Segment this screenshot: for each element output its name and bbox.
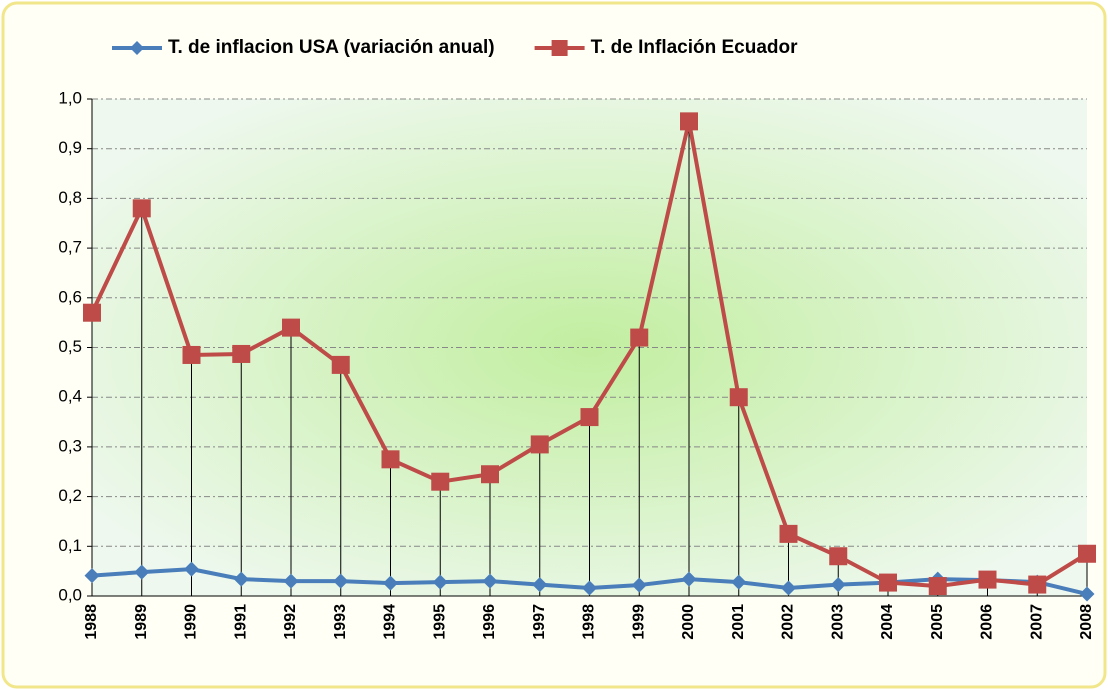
x-tick-label: 2008 xyxy=(1078,604,1095,640)
marker xyxy=(331,355,350,374)
y-tick-label: 0,6 xyxy=(58,287,82,306)
marker xyxy=(432,574,448,590)
legend-label: T. de inflacion USA (variación anual) xyxy=(168,37,495,58)
x-tick-label: 1997 xyxy=(531,604,548,640)
marker xyxy=(383,575,398,591)
marker xyxy=(283,573,299,589)
y-tick-label: 0,3 xyxy=(58,436,82,455)
x-tick-label: 1991 xyxy=(232,604,249,640)
marker xyxy=(928,577,947,596)
x-tick-label: 2005 xyxy=(929,604,946,640)
marker xyxy=(978,570,997,589)
x-tick-label: 2003 xyxy=(829,604,846,640)
marker xyxy=(631,577,647,593)
marker xyxy=(530,435,549,454)
marker xyxy=(582,580,597,596)
marker xyxy=(729,388,748,407)
x-tick-label: 1993 xyxy=(332,604,349,640)
x-tick-label: 1990 xyxy=(183,604,200,640)
x-tick-label: 1996 xyxy=(481,604,498,640)
marker xyxy=(233,571,249,587)
marker xyxy=(232,344,251,363)
marker xyxy=(182,345,201,364)
marker xyxy=(83,303,101,322)
x-tick-label: 1988 xyxy=(83,604,100,640)
marker xyxy=(532,577,548,593)
marker xyxy=(781,580,796,596)
marker xyxy=(830,577,846,593)
x-tick-label: 2000 xyxy=(680,604,697,640)
x-tick-label: 1999 xyxy=(630,604,647,640)
x-tick-label: 1994 xyxy=(382,604,399,640)
x-tick-label: 2004 xyxy=(879,604,896,640)
x-tick-label: 2001 xyxy=(730,604,747,640)
marker xyxy=(333,573,349,589)
x-tick-label: 1998 xyxy=(581,604,598,640)
marker xyxy=(481,465,499,484)
marker xyxy=(282,318,300,337)
marker xyxy=(132,199,151,218)
marker xyxy=(879,573,897,592)
x-tick-label: 1995 xyxy=(431,604,448,640)
y-tick-label: 0,4 xyxy=(58,387,82,406)
y-tick-label: 0,0 xyxy=(58,585,82,604)
marker xyxy=(1079,586,1095,602)
marker xyxy=(551,40,568,56)
marker xyxy=(731,574,747,590)
y-tick-label: 0,1 xyxy=(58,536,82,555)
y-tick-label: 0,9 xyxy=(58,138,82,157)
x-tick-label: 1992 xyxy=(282,604,299,640)
y-tick-label: 0,8 xyxy=(58,188,82,207)
x-tick-label: 1989 xyxy=(133,604,150,640)
marker xyxy=(1078,544,1096,563)
marker xyxy=(1028,575,1047,594)
marker xyxy=(779,524,798,543)
marker xyxy=(681,571,697,587)
marker xyxy=(630,328,649,347)
marker xyxy=(381,450,400,469)
legend-label: T. de Inflación Ecuador xyxy=(591,37,799,58)
marker xyxy=(482,573,498,589)
y-tick-label: 1,0 xyxy=(58,88,82,107)
marker xyxy=(680,112,698,131)
x-tick-label: 2002 xyxy=(780,604,797,640)
marker xyxy=(829,547,848,566)
y-tick-label: 0,5 xyxy=(58,337,82,356)
x-tick-label: 2007 xyxy=(1028,604,1045,640)
marker xyxy=(134,564,150,580)
y-tick-label: 0,2 xyxy=(58,486,82,505)
y-tick-label: 0,7 xyxy=(58,238,82,257)
x-tick-label: 2006 xyxy=(979,604,996,640)
marker xyxy=(184,561,199,577)
marker xyxy=(580,408,599,427)
marker xyxy=(130,41,144,55)
marker xyxy=(84,568,100,584)
marker xyxy=(431,472,450,491)
